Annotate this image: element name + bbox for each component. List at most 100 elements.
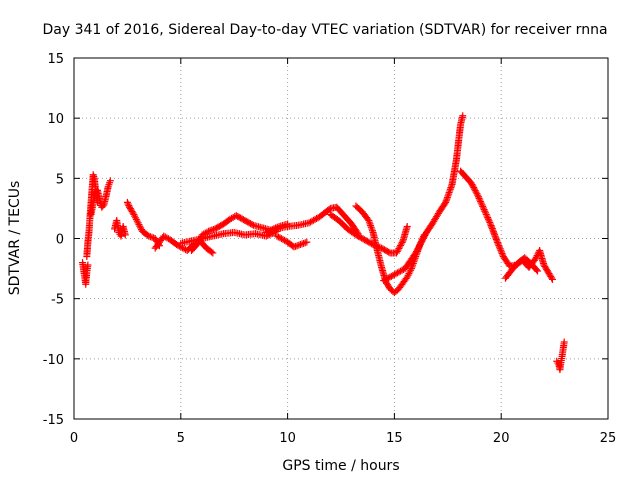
data-point	[367, 222, 375, 230]
data-point	[441, 200, 449, 208]
data-point	[325, 205, 333, 213]
plot-frame	[73, 57, 609, 420]
data-point	[308, 217, 316, 225]
data-point	[365, 216, 373, 224]
data-point	[106, 177, 114, 185]
data-point	[531, 255, 539, 263]
data-point	[479, 202, 487, 210]
series-seg-m	[380, 112, 467, 285]
data-point	[499, 251, 507, 259]
data-point	[471, 187, 479, 195]
data-point	[130, 210, 138, 218]
data-point	[132, 214, 140, 222]
data-point	[396, 243, 404, 251]
series-seg-n	[457, 167, 556, 283]
data-point	[470, 184, 478, 192]
data-point	[136, 222, 144, 230]
data-point	[469, 182, 477, 190]
data-point	[133, 217, 141, 225]
data-point	[486, 218, 494, 226]
data-point	[368, 227, 376, 235]
data-point	[498, 249, 506, 257]
data-point	[295, 241, 303, 249]
series-seg-c	[87, 177, 114, 218]
data-point	[397, 267, 405, 275]
data-point	[467, 179, 475, 187]
chart-title: Day 341 of 2016, Sidereal Day-to-day VTE…	[42, 22, 607, 38]
data-point	[313, 215, 321, 223]
data-point	[480, 206, 488, 214]
data-point	[392, 270, 400, 278]
series-seg-a	[79, 259, 92, 288]
y-axis-title: SDTVAR / TECUs	[7, 181, 23, 296]
data-point	[366, 220, 374, 228]
data-point	[472, 188, 480, 196]
series-seg-i	[273, 232, 311, 251]
data-point	[380, 277, 388, 285]
data-point	[135, 221, 143, 229]
data-point	[403, 273, 411, 281]
data-point	[208, 248, 216, 256]
data-point	[132, 215, 140, 223]
data-point	[398, 238, 406, 246]
data-point	[494, 240, 502, 248]
data-point	[494, 238, 502, 246]
data-point	[301, 239, 309, 247]
y-tick-label: 15	[47, 52, 64, 67]
data-point	[478, 201, 486, 209]
data-point	[395, 244, 403, 252]
data-point	[397, 240, 405, 248]
data-point	[497, 246, 505, 254]
data-point	[496, 245, 504, 253]
data-point	[471, 185, 478, 193]
data-point	[497, 248, 505, 256]
data-point	[364, 215, 372, 223]
data-point	[129, 209, 137, 217]
data-point	[277, 235, 285, 243]
data-point	[386, 273, 394, 281]
data-point	[292, 242, 300, 250]
data-point	[205, 227, 213, 235]
data-point	[534, 267, 542, 275]
series-seg-d	[111, 216, 129, 240]
data-point	[279, 236, 287, 244]
data-point	[407, 266, 415, 274]
data-points	[79, 112, 568, 374]
data-point	[408, 263, 416, 271]
data-point	[474, 193, 482, 201]
series-seg-p	[553, 338, 568, 374]
data-point	[394, 246, 402, 254]
data-point	[367, 223, 375, 231]
data-point	[398, 266, 406, 274]
data-point	[404, 271, 412, 279]
y-tick-label: 10	[47, 112, 64, 127]
data-point	[393, 269, 401, 277]
series-seg-j	[262, 203, 362, 238]
x-axis-title: GPS time / hours	[282, 458, 399, 474]
data-point	[124, 200, 132, 208]
y-tick-label: -15	[43, 413, 64, 428]
data-point	[477, 198, 485, 206]
data-point	[209, 249, 217, 257]
data-point	[365, 218, 373, 226]
data-point	[145, 232, 153, 240]
y-tick-label: -5	[51, 293, 64, 308]
data-point	[273, 232, 281, 240]
data-point	[148, 233, 156, 241]
data-point	[479, 204, 487, 212]
data-point	[121, 231, 129, 239]
data-point	[477, 199, 485, 207]
data-point	[548, 274, 556, 282]
data-point	[296, 241, 304, 249]
data-point	[290, 243, 298, 251]
data-point	[493, 237, 501, 245]
data-point	[406, 268, 414, 276]
data-point	[298, 240, 306, 248]
data-point	[306, 218, 314, 226]
data-point	[305, 219, 313, 227]
data-point	[146, 233, 154, 241]
data-point	[405, 270, 413, 278]
data-point	[495, 243, 503, 251]
data-point	[248, 220, 256, 228]
